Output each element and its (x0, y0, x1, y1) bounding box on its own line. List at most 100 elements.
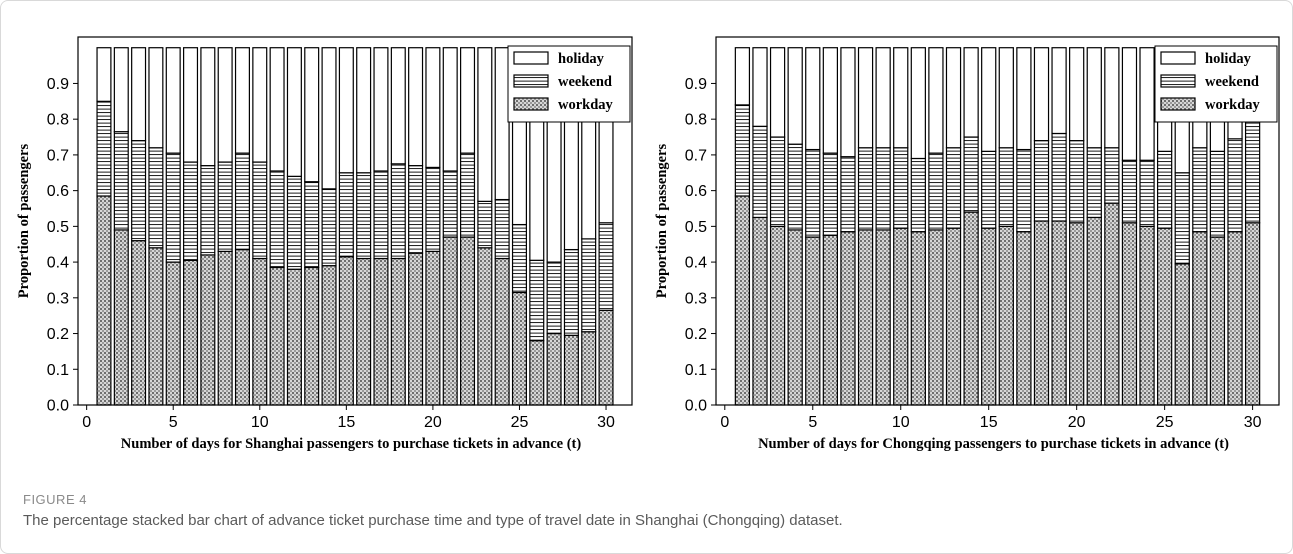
bar-weekend-t3 (131, 140, 147, 242)
bar-workday-t26 (1174, 263, 1190, 406)
bar-workday-t1 (96, 195, 112, 406)
bar-weekend-t6 (822, 152, 839, 236)
y-tick-label: 0.0 (47, 398, 69, 415)
bar-holiday-t18 (1033, 47, 1050, 142)
bar-holiday-t17 (1016, 47, 1032, 151)
y-tick-label: 0.3 (685, 290, 707, 307)
bar-weekend-t20 (425, 166, 441, 252)
y-axis-label: Proportion of passengers (654, 143, 670, 298)
plot-frame (77, 36, 633, 406)
y-tick-label: 0.7 (685, 147, 707, 164)
bar-weekend-t30 (598, 222, 614, 311)
bar-holiday-t24 (494, 47, 510, 201)
bar-holiday-t14 (321, 47, 337, 190)
bar-workday-t4 (148, 247, 164, 406)
bar-holiday-t2 (113, 47, 129, 133)
bar-weekend-t26 (1174, 172, 1190, 265)
bar-holiday-t12 (928, 47, 944, 154)
bar-workday-t27 (1192, 231, 1208, 406)
bar-workday-t22 (1104, 202, 1120, 406)
bar-workday-t17 (373, 257, 389, 406)
bar-workday-t21 (442, 236, 458, 406)
bar-holiday-t23 (477, 47, 493, 202)
bar-workday-t1 (734, 195, 751, 406)
y-tick-label: 0.0 (685, 398, 707, 415)
x-tick-label: 15 (337, 414, 355, 431)
bar-holiday-t7 (840, 47, 856, 158)
y-tick-label: 0.9 (685, 76, 707, 93)
y-tick-label: 0.2 (47, 326, 69, 343)
y-tick-label: 0.6 (685, 183, 707, 200)
bar-weekend-t30 (1244, 118, 1261, 224)
bar-holiday-t4 (148, 47, 164, 149)
bar-weekend-t8 (217, 161, 233, 252)
bar-weekend-t24 (494, 198, 510, 260)
bar-weekend-t3 (769, 136, 786, 227)
bar-weekend-t14 (963, 136, 979, 213)
bar-holiday-t15 (338, 47, 354, 174)
legend-label-weekend: weekend (558, 74, 612, 90)
bar-holiday-t14 (963, 47, 979, 138)
y-tick-label: 0.7 (47, 147, 69, 164)
bar-weekend-t5 (805, 148, 821, 238)
bar-workday-t10 (252, 257, 268, 406)
bar-workday-t18 (1033, 220, 1050, 406)
figure-charts: 0.0 0.1 0.2 0.3 0.4 0.5 0.6 0.7 0.8 0.9 0 5 10 15 20 25… (16, 36, 1280, 452)
legend-swatch-workday (513, 97, 549, 111)
bar-weekend-t11 (910, 157, 926, 233)
x-axis-label: Number of days for Chongqing passengers … (758, 436, 1229, 452)
bar-workday-t24 (494, 257, 510, 406)
x-axis-label: Number of days for Shanghai passengers t… (121, 436, 582, 452)
x-tick-label: 5 (169, 414, 178, 431)
y-tick-label: 0.1 (685, 362, 707, 379)
bar-weekend-t29 (581, 238, 597, 333)
bar-holiday-t22 (460, 47, 476, 154)
bar-workday-t5 (805, 236, 821, 406)
chart-shanghai: 0.0 0.1 0.2 0.3 0.4 0.5 0.6 0.7 0.8 0.9 0 5 10 15 20 25… (16, 36, 633, 452)
bar-weekend-t2 (113, 131, 129, 231)
legend-swatch-weekend (1160, 74, 1196, 88)
bar-weekend-t5 (165, 152, 181, 263)
x-tick-label: 30 (597, 414, 615, 431)
bar-holiday-t8 (217, 47, 233, 163)
bar-weekend-t9 (234, 152, 250, 251)
y-tick-label: 0.4 (685, 255, 707, 272)
x-tick-label: 20 (424, 414, 442, 431)
y-tick-label: 0.8 (47, 112, 69, 129)
bar-weekend-t24 (1139, 159, 1155, 227)
bar-workday-t29 (1227, 231, 1243, 406)
bar-weekend-t9 (875, 147, 891, 231)
bar-holiday-t1 (734, 47, 751, 106)
bar-weekend-t19 (408, 165, 424, 254)
bar-workday-t6 (822, 234, 839, 406)
bar-weekend-t28 (563, 248, 579, 336)
bar-holiday-t18 (390, 47, 406, 165)
x-tick-label: 20 (1068, 414, 1086, 431)
bar-holiday-t19 (408, 47, 424, 167)
x-tick-label: 0 (720, 414, 729, 431)
bar-weekend-t14 (321, 188, 337, 267)
figure-caption: The percentage stacked bar chart of adva… (23, 512, 843, 529)
y-tick-label: 0.2 (685, 326, 707, 343)
bar-holiday-t8 (857, 47, 874, 149)
bar-weekend-t12 (286, 175, 302, 270)
bar-holiday-t1 (96, 47, 112, 102)
bar-weekend-t8 (857, 147, 874, 231)
bar-workday-t5 (165, 261, 181, 406)
bar-holiday-t10 (252, 47, 268, 163)
bar-holiday-t15 (981, 47, 997, 152)
bar-weekend-t17 (1016, 148, 1032, 233)
legend-label-holiday: holiday (558, 51, 605, 67)
bar-holiday-t11 (910, 47, 926, 160)
bar-workday-t30 (1244, 222, 1261, 406)
bar-workday-t23 (1121, 222, 1138, 406)
bar-workday-t15 (981, 227, 997, 406)
bar-weekend-t10 (252, 161, 268, 260)
bar-holiday-t7 (200, 47, 216, 167)
bar-workday-t24 (1139, 225, 1155, 406)
bar-holiday-t17 (373, 47, 389, 172)
bar-holiday-t20 (425, 47, 441, 169)
bar-weekend-t16 (998, 147, 1014, 227)
bar-weekend-t23 (477, 200, 493, 249)
bar-holiday-t13 (945, 47, 962, 149)
